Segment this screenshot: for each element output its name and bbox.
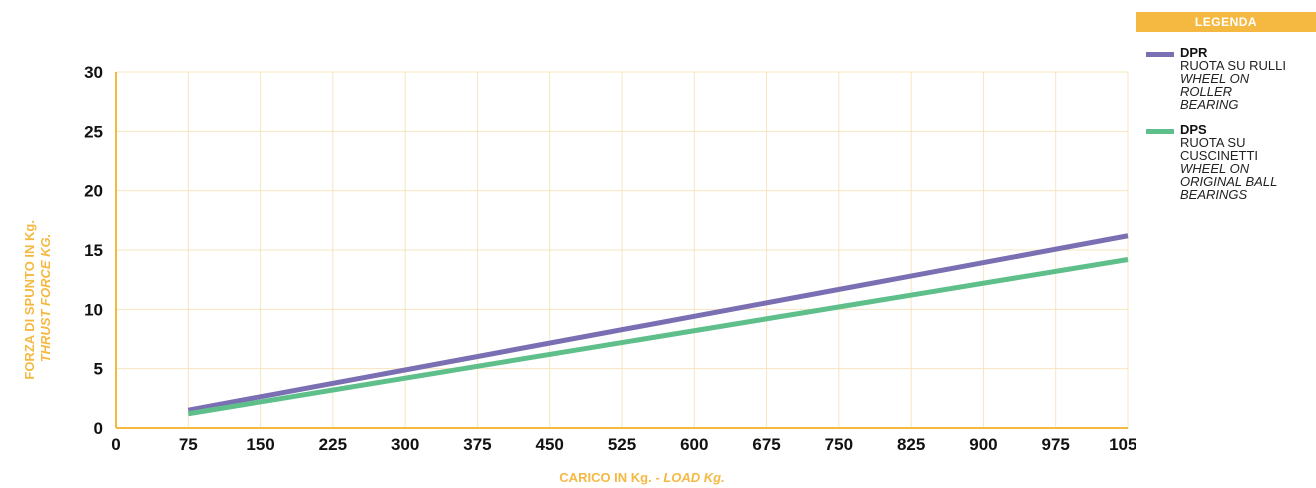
y-tick-labels: 0 5 10 15 20 25 30: [84, 63, 103, 438]
legend-description-line: CUSCINETTI: [1180, 148, 1258, 163]
series-line-dps: [187, 257, 1129, 417]
legend-description-line: RUOTA SU: [1180, 135, 1246, 150]
x-tick-label: 450: [536, 435, 564, 454]
legend-series-name: DPR: [1180, 45, 1208, 60]
legend-swatch: [1146, 129, 1174, 134]
chart-grid: [116, 71, 1129, 428]
chart-series: [187, 233, 1129, 417]
x-tick-label: 375: [463, 435, 491, 454]
legend-title: LEGENDA: [1136, 12, 1316, 32]
series-line-dpr: [187, 233, 1129, 413]
y-tick-label: 25: [84, 122, 103, 141]
x-tick-label: 75: [179, 435, 198, 454]
legend-swatch: [1146, 52, 1174, 57]
y-tick-label: 20: [84, 182, 103, 201]
x-tick-label: 675: [752, 435, 780, 454]
y-tick-label: 5: [94, 360, 103, 379]
x-tick-label: 150: [246, 435, 274, 454]
legend-description-line-english: ORIGINAL BALL: [1180, 174, 1278, 189]
legend-description-line-english: WHEEL ON: [1180, 161, 1250, 176]
x-axis-title: CARICO IN Kg. - LOAD Kg.: [559, 470, 724, 485]
y-tick-label: 10: [84, 300, 103, 319]
x-tick-label: 900: [969, 435, 997, 454]
y-tick-label: 15: [84, 241, 103, 260]
legend-item-dpr: DPR RUOTA SU RULLI WHEEL ON ROLLER BEARING: [1136, 46, 1316, 111]
legend-description-line-english: WHEEL ON: [1180, 71, 1250, 86]
y-tick-label: 30: [84, 63, 103, 82]
x-tick-label: 750: [825, 435, 853, 454]
legend-item-dps: DPS RUOTA SU CUSCINETTI WHEEL ON ORIGINAL BA…: [1136, 123, 1316, 201]
x-tick-label: 975: [1042, 435, 1070, 454]
legend-description-line-english: BEARING: [1180, 97, 1239, 112]
y-axis-title-line2: THRUST FORCE KG.: [38, 234, 53, 363]
legend: LEGENDA DPR RUOTA SU RULLI WHEEL ON ROLLER B…: [1136, 12, 1316, 201]
y-axis-title: FORZA DI SPUNTO IN Kg. THRUST FORCE KG.: [22, 216, 53, 379]
x-tick-label: 525: [608, 435, 636, 454]
chart-axes: [115, 72, 1128, 429]
legend-description-line-english: ROLLER: [1180, 84, 1233, 99]
x-tick-labels: 0 75 150 225 300 375 450 525 600 675 750 825 900 975 1…: [111, 435, 1136, 454]
y-axis-title-line1: FORZA DI SPUNTO IN Kg.: [22, 220, 37, 380]
x-tick-label: 600: [680, 435, 708, 454]
legend-description-line: RUOTA SU RULLI: [1180, 58, 1286, 73]
x-tick-label: 300: [391, 435, 419, 454]
x-tick-label: 225: [319, 435, 347, 454]
legend-items: DPR RUOTA SU RULLI WHEEL ON ROLLER BEARING DP…: [1136, 46, 1316, 201]
legend-description-line-english: BEARINGS: [1180, 187, 1248, 202]
x-tick-label: 825: [897, 435, 925, 454]
y-tick-label: 0: [94, 419, 103, 438]
x-tick-label: 0: [111, 435, 120, 454]
legend-series-name: DPS: [1180, 122, 1207, 137]
chart-svg: 0 75 150 225 300 375 450 525 600 675 750 825 900 975 1…: [22, 63, 1136, 485]
